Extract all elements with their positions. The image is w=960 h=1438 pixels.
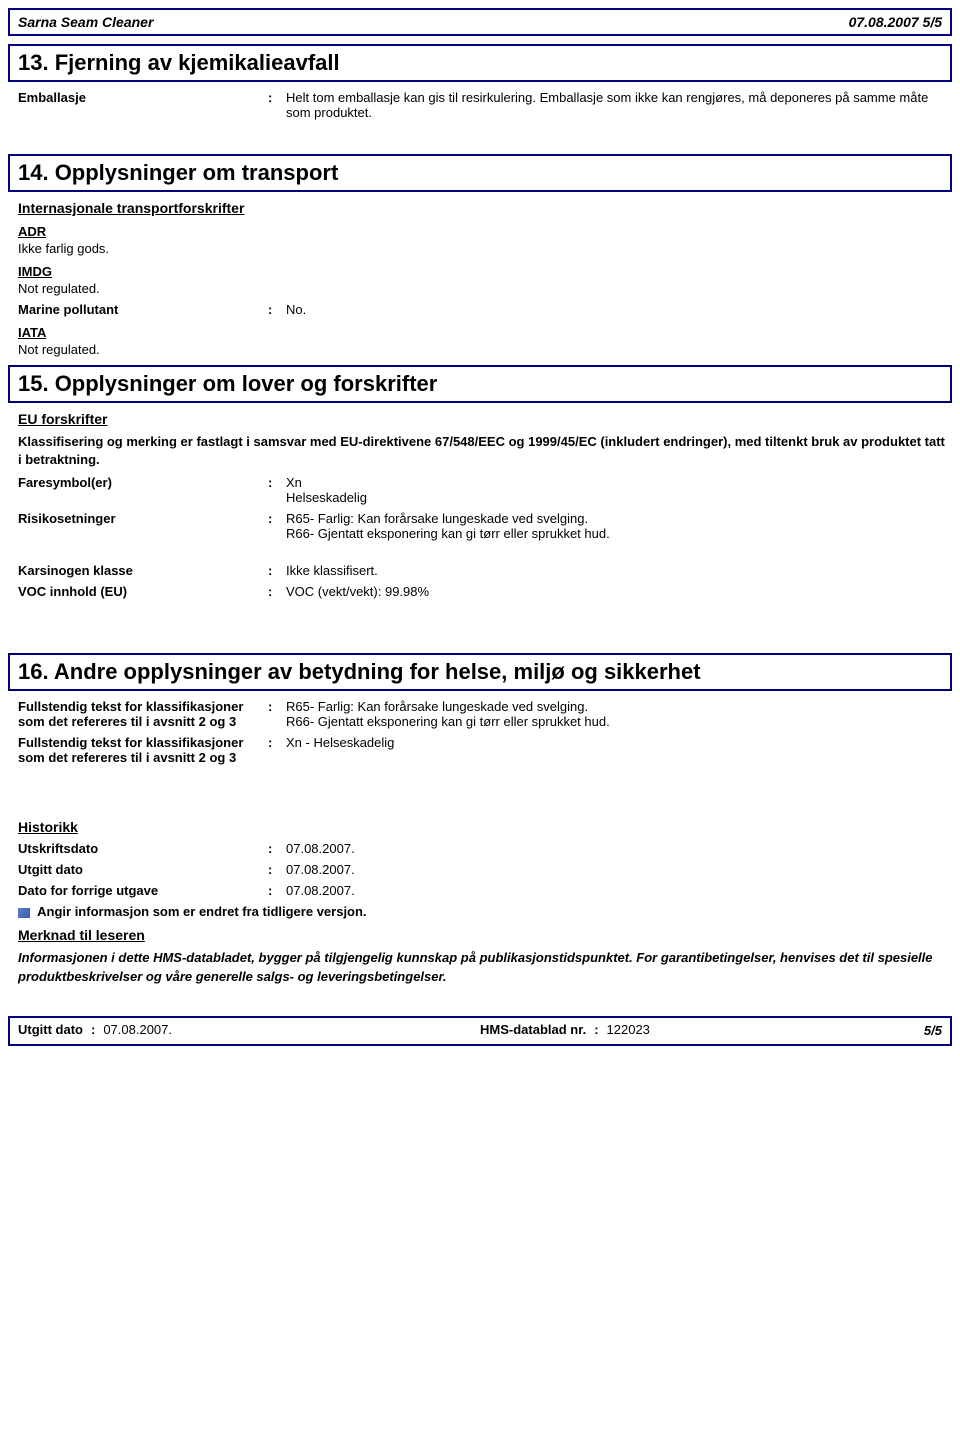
forrige-label: Dato for forrige utgave xyxy=(18,883,268,898)
date-page: 07.08.2007 5/5 xyxy=(849,14,942,30)
iata-label: IATA xyxy=(18,325,952,340)
section-14-title: 14. Opplysninger om transport xyxy=(18,160,942,186)
section-14-box: 14. Opplysninger om transport xyxy=(8,154,952,192)
colon: : xyxy=(594,1022,598,1040)
utskrift-row: Utskriftsdato : 07.08.2007. xyxy=(18,841,952,856)
reader-note-text: Informasjonen i dette HMS-databladet, by… xyxy=(18,949,952,985)
utgitt-row: Utgitt dato : 07.08.2007. xyxy=(18,862,952,877)
adr-text: Ikke farlig gods. xyxy=(18,241,952,256)
marker-note: Angir informasjon som er endret fra tidl… xyxy=(37,904,366,919)
eu-heading: EU forskrifter xyxy=(18,411,952,427)
fulltext-row-1: Fullstendig tekst for klassifikasjoner s… xyxy=(18,699,952,729)
utskrift-label: Utskriftsdato xyxy=(18,841,268,856)
emballasje-label: Emballasje xyxy=(18,90,268,120)
voc-value: VOC (vekt/vekt): 99.98% xyxy=(286,584,952,599)
footer-page-num: 5/5 xyxy=(924,1023,942,1038)
colon: : xyxy=(268,862,286,877)
forrige-value: 07.08.2007. xyxy=(286,883,952,898)
colon: : xyxy=(268,511,286,541)
section-13-row: Emballasje : Helt tom emballasje kan gis… xyxy=(18,90,952,120)
footer-right-value: 122023 xyxy=(607,1022,650,1040)
section-15-intro: Klassifisering og merking er fastlagt i … xyxy=(18,433,952,469)
colon: : xyxy=(268,699,286,729)
section-15-box: 15. Opplysninger om lover og forskrifter xyxy=(8,365,952,403)
risiko-label: Risikosetninger xyxy=(18,511,268,541)
change-marker-icon xyxy=(18,908,30,918)
faresymbol-code: Xn xyxy=(286,475,302,490)
voc-row: VOC innhold (EU) : VOC (vekt/vekt): 99.9… xyxy=(18,584,952,599)
voc-label: VOC innhold (EU) xyxy=(18,584,268,599)
section-16-title: 16. Andre opplysninger av betydning for … xyxy=(18,659,942,685)
footer-page: 5/5 xyxy=(924,1022,942,1040)
faresymbol-value: Xn Helseskadelig xyxy=(286,475,952,505)
colon: : xyxy=(268,475,286,505)
reader-heading: Merknad til leseren xyxy=(18,927,952,943)
utgitt-value: 07.08.2007. xyxy=(286,862,952,877)
faresymbol-extra: Helseskadelig xyxy=(286,490,367,505)
karsinogen-value: Ikke klassifisert. xyxy=(286,563,952,578)
product-name: Sarna Seam Cleaner xyxy=(18,14,153,30)
fulltext-value-1: R65- Farlig: Kan forårsake lungeskade ve… xyxy=(286,699,952,729)
section-13-title: 13. Fjerning av kjemikalieavfall xyxy=(18,50,942,76)
imdg-text: Not regulated. xyxy=(18,281,952,296)
footer-left-label: Utgitt dato xyxy=(18,1022,83,1040)
karsinogen-row: Karsinogen klasse : Ikke klassifisert. xyxy=(18,563,952,578)
section-15-title: 15. Opplysninger om lover og forskrifter xyxy=(18,371,942,397)
colon: : xyxy=(268,90,286,120)
marine-row: Marine pollutant : No. xyxy=(18,302,952,317)
footer-left-value: 07.08.2007. xyxy=(103,1022,172,1040)
marker-note-row: Angir informasjon som er endret fra tidl… xyxy=(18,904,952,919)
risiko-row: Risikosetninger : R65- Farlig: Kan forår… xyxy=(18,511,952,541)
footer-right-label: HMS-datablad nr. xyxy=(480,1022,586,1040)
imdg-label: IMDG xyxy=(18,264,952,279)
fulltext-value-2: Xn - Helseskadelig xyxy=(286,735,952,765)
document-header: Sarna Seam Cleaner 07.08.2007 5/5 xyxy=(8,8,952,36)
colon: : xyxy=(91,1022,95,1040)
faresymbol-row: Faresymbol(er) : Xn Helseskadelig xyxy=(18,475,952,505)
forrige-row: Dato for forrige utgave : 07.08.2007. xyxy=(18,883,952,898)
fulltext-row-2: Fullstendig tekst for klassifikasjoner s… xyxy=(18,735,952,765)
fulltext-label-2: Fullstendig tekst for klassifikasjoner s… xyxy=(18,735,268,765)
colon: : xyxy=(268,883,286,898)
marine-label: Marine pollutant xyxy=(18,302,268,317)
colon: : xyxy=(268,584,286,599)
transport-heading: Internasjonale transportforskrifter xyxy=(18,200,952,216)
section-13-box: 13. Fjerning av kjemikalieavfall xyxy=(8,44,952,82)
colon: : xyxy=(268,563,286,578)
colon: : xyxy=(268,302,286,317)
emballasje-value: Helt tom emballasje kan gis til resirkul… xyxy=(286,90,952,120)
colon: : xyxy=(268,841,286,856)
utgitt-label: Utgitt dato xyxy=(18,862,268,877)
section-16-box: 16. Andre opplysninger av betydning for … xyxy=(8,653,952,691)
utskrift-value: 07.08.2007. xyxy=(286,841,952,856)
footer-left: Utgitt dato : 07.08.2007. xyxy=(18,1022,480,1040)
risiko-value: R65- Farlig: Kan forårsake lungeskade ve… xyxy=(286,511,952,541)
footer-right: HMS-datablad nr. : 122023 xyxy=(480,1022,650,1040)
history-heading: Historikk xyxy=(18,819,952,835)
fulltext-label-1: Fullstendig tekst for klassifikasjoner s… xyxy=(18,699,268,729)
faresymbol-label: Faresymbol(er) xyxy=(18,475,268,505)
marine-value: No. xyxy=(286,302,952,317)
document-footer: Utgitt dato : 07.08.2007. HMS-datablad n… xyxy=(8,1016,952,1046)
karsinogen-label: Karsinogen klasse xyxy=(18,563,268,578)
colon: : xyxy=(268,735,286,765)
iata-text: Not regulated. xyxy=(18,342,952,357)
adr-label: ADR xyxy=(18,224,952,239)
